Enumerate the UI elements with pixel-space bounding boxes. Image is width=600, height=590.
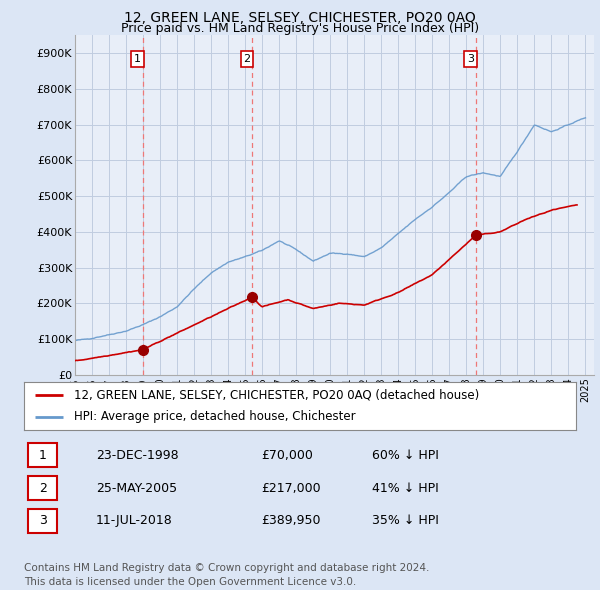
Text: 3: 3 — [39, 514, 47, 527]
Text: 35% ↓ HPI: 35% ↓ HPI — [372, 514, 439, 527]
FancyBboxPatch shape — [28, 476, 57, 500]
Text: 12, GREEN LANE, SELSEY, CHICHESTER, PO20 0AQ (detached house): 12, GREEN LANE, SELSEY, CHICHESTER, PO20… — [74, 389, 479, 402]
Text: £389,950: £389,950 — [262, 514, 321, 527]
Text: HPI: Average price, detached house, Chichester: HPI: Average price, detached house, Chic… — [74, 410, 355, 423]
Text: 60% ↓ HPI: 60% ↓ HPI — [372, 449, 439, 462]
Text: 2: 2 — [39, 481, 47, 495]
Text: £217,000: £217,000 — [262, 481, 321, 495]
Text: £70,000: £70,000 — [262, 449, 313, 462]
Text: 2: 2 — [244, 54, 250, 64]
Text: 25-MAY-2005: 25-MAY-2005 — [96, 481, 177, 495]
Text: Contains HM Land Registry data © Crown copyright and database right 2024.
This d: Contains HM Land Registry data © Crown c… — [24, 563, 430, 587]
FancyBboxPatch shape — [28, 444, 57, 467]
FancyBboxPatch shape — [28, 509, 57, 533]
Text: 11-JUL-2018: 11-JUL-2018 — [96, 514, 173, 527]
Text: Price paid vs. HM Land Registry's House Price Index (HPI): Price paid vs. HM Land Registry's House … — [121, 22, 479, 35]
Text: 3: 3 — [467, 54, 474, 64]
Text: 23-DEC-1998: 23-DEC-1998 — [96, 449, 178, 462]
Text: 12, GREEN LANE, SELSEY, CHICHESTER, PO20 0AQ: 12, GREEN LANE, SELSEY, CHICHESTER, PO20… — [124, 11, 476, 25]
Text: 41% ↓ HPI: 41% ↓ HPI — [372, 481, 439, 495]
Text: 1: 1 — [134, 54, 141, 64]
Text: 1: 1 — [39, 449, 47, 462]
